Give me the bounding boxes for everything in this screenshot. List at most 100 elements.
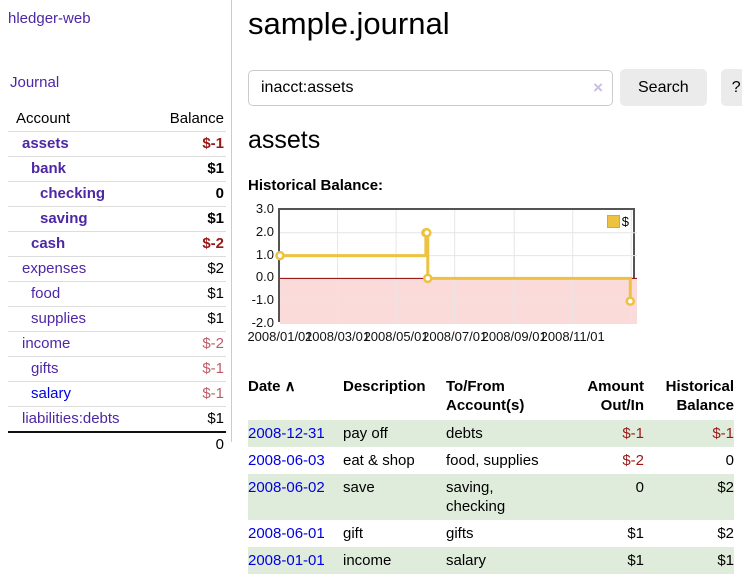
- transaction-accounts: salary: [446, 552, 487, 569]
- main-content: sample.journal × Search ? assets Histori…: [232, 0, 742, 574]
- chart-plot-area: $: [275, 208, 637, 324]
- account-balance: $-1: [202, 385, 224, 402]
- account-cell: gifts: [8, 357, 153, 382]
- transaction-row: 2008-01-01 income salary $1 $1: [248, 547, 734, 574]
- search-input[interactable]: [248, 69, 613, 106]
- account-row: food $1: [8, 281, 226, 307]
- account-balance: $1: [207, 285, 224, 302]
- header-line: Account(s): [446, 397, 525, 414]
- account-cell: supplies: [8, 307, 153, 332]
- transaction-balance: $-1: [712, 425, 734, 442]
- account-link[interactable]: gifts: [31, 360, 59, 377]
- transaction-amount: $1: [627, 525, 644, 542]
- transaction-balance: $1: [717, 552, 734, 569]
- transaction-accounts: gifts: [446, 525, 474, 542]
- data-point-marker: [625, 296, 636, 306]
- account-cell: food: [8, 282, 153, 307]
- transaction-balance: 0: [725, 452, 734, 469]
- account-row: assets $-1: [8, 131, 226, 157]
- header-line: Historical: [665, 378, 734, 395]
- data-point-marker: [422, 228, 432, 238]
- account-link[interactable]: liabilities:debts: [22, 410, 120, 427]
- app-title-link[interactable]: hledger-web: [8, 10, 91, 27]
- account-row: checking 0: [8, 181, 226, 207]
- account-link[interactable]: bank: [31, 160, 67, 177]
- header-line: Balance: [676, 397, 734, 414]
- header-line: Description: [343, 378, 426, 395]
- transaction-date-link[interactable]: 2008-06-03: [248, 452, 325, 469]
- account-link[interactable]: salary: [31, 385, 72, 402]
- data-point-marker: [423, 273, 433, 284]
- account-balance: $-1: [202, 135, 224, 152]
- transaction-row: 2008-06-02 save saving, checking 0 $2: [248, 474, 734, 520]
- transaction-date-link[interactable]: 2008-06-02: [248, 479, 325, 496]
- x-axis-tick: 2008/09/01: [481, 329, 547, 344]
- register-column-header: Historical Balance: [644, 372, 734, 420]
- account-cell: income: [8, 332, 153, 357]
- nav-journal-link[interactable]: Journal: [10, 74, 60, 91]
- account-balance: $-2: [202, 235, 224, 252]
- transaction-date-link[interactable]: 2008-01-01: [248, 552, 325, 569]
- header-line: To/From: [446, 378, 505, 395]
- account-link[interactable]: saving: [40, 210, 88, 227]
- search-box: ×: [248, 69, 613, 106]
- clear-search-icon[interactable]: ×: [593, 77, 603, 97]
- transaction-date-link[interactable]: 2008-12-31: [248, 425, 325, 442]
- data-point-marker: [275, 250, 285, 261]
- account-balance: $1: [207, 210, 224, 227]
- account-row: expenses $2: [8, 256, 226, 282]
- accounts-header-row: Account Balance: [8, 106, 226, 132]
- account-row: gifts $-1: [8, 356, 226, 382]
- accounts-column-header: Account: [16, 110, 71, 127]
- page-title: sample.journal: [248, 6, 450, 41]
- y-axis-tick: 3.0: [255, 201, 274, 216]
- account-balance: $2: [207, 260, 224, 277]
- register-header-row: Date ∧ Description To/From Account(s) Amount…: [248, 372, 734, 420]
- transaction-description: gift: [343, 525, 364, 542]
- transaction-row: 2008-12-31 pay off debts $-1 $-1: [248, 420, 734, 447]
- transaction-date-link[interactable]: 2008-06-01: [248, 525, 325, 542]
- account-cell: checking: [8, 182, 153, 207]
- x-axis-tick: 2008/03/01: [305, 329, 371, 344]
- account-link[interactable]: income: [22, 335, 71, 352]
- account-balance: $1: [207, 160, 224, 177]
- search-button[interactable]: Search: [620, 69, 707, 106]
- account-link[interactable]: expenses: [22, 260, 87, 277]
- register-column-header[interactable]: Date ∧: [248, 372, 343, 420]
- search-row: × Search ?: [248, 69, 742, 106]
- account-link[interactable]: assets: [22, 135, 69, 152]
- transaction-amount: $1: [627, 552, 644, 569]
- account-cell: bank: [8, 157, 153, 182]
- total-spacer: [8, 432, 153, 457]
- account-link[interactable]: food: [31, 285, 61, 302]
- account-link[interactable]: cash: [31, 235, 66, 252]
- account-row: saving $1: [8, 206, 226, 232]
- total-balance: 0: [215, 436, 224, 453]
- account-balance: $-1: [202, 360, 224, 377]
- transaction-accounts: debts: [446, 425, 483, 442]
- accounts-table: Account Balance assets $-1 bank $1 checking 0…: [8, 106, 226, 457]
- legend-label: $: [621, 214, 629, 229]
- account-row: salary $-1: [8, 381, 226, 407]
- account-cell: expenses: [8, 257, 153, 282]
- help-button[interactable]: ?: [720, 69, 742, 106]
- transaction-date-cell: 2008-06-02: [248, 474, 343, 520]
- account-row: cash $-2: [8, 231, 226, 257]
- x-axis-tick: 2008/05/01: [363, 329, 429, 344]
- transaction-date-cell: 2008-06-03: [248, 447, 343, 474]
- transaction-description: eat & shop: [343, 452, 415, 469]
- account-balance: $1: [207, 410, 224, 427]
- legend-swatch-icon: [606, 215, 620, 228]
- y-axis-tick: -1.0: [251, 292, 274, 308]
- account-link[interactable]: checking: [40, 185, 106, 202]
- account-cell: cash: [8, 232, 153, 257]
- transaction-accounts: food, supplies: [446, 452, 539, 469]
- transaction-balance: $2: [717, 479, 734, 496]
- account-cell: liabilities:debts: [8, 407, 153, 433]
- account-link[interactable]: supplies: [31, 310, 87, 327]
- register-column-header: To/From Account(s): [446, 372, 556, 420]
- transaction-description: save: [343, 479, 375, 496]
- historical-balance-chart: $ 3.0 2.0 1.0 0.0 -1.0 -2.0 2008/01/01 2008/03/…: [247, 201, 742, 354]
- register-table: Date ∧ Description To/From Account(s) Amount…: [248, 372, 734, 574]
